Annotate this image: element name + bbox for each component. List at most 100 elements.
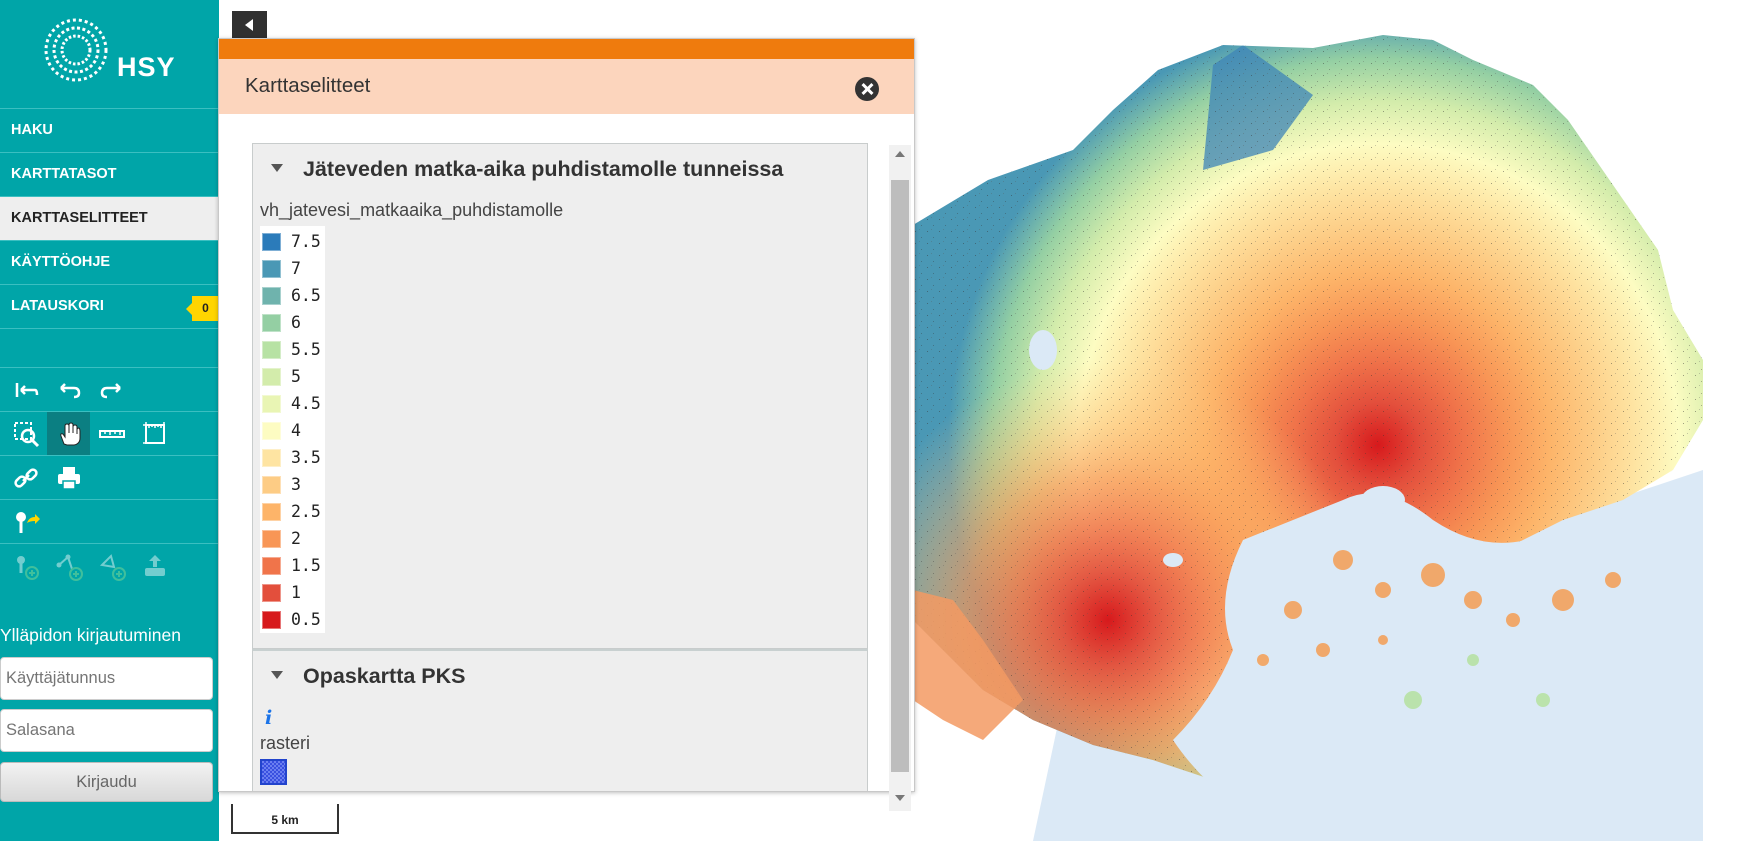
legend-swatch: [262, 475, 281, 494]
legend-section-title: Opaskartta PKS: [303, 663, 466, 688]
collapse-panel-button[interactable]: [232, 11, 267, 39]
legend-swatch: [262, 556, 281, 575]
legend-section-header[interactable]: Jäteveden matka-aika puhdistamolle tunne…: [253, 144, 867, 196]
legend-section: Opaskartta PKS i rasteri: [252, 648, 868, 792]
legend-label: 4.5: [291, 394, 321, 413]
nav-item-karttaselitteet[interactable]: KARTTASELITTEET: [0, 196, 219, 240]
panel-header: Karttaselitteet: [219, 59, 914, 114]
caret-down-icon: [271, 164, 283, 172]
scroll-up-icon[interactable]: [895, 151, 905, 157]
legend-section-title: Jäteveden matka-aika puhdistamolle tunne…: [303, 157, 784, 181]
legend-swatch: [262, 286, 281, 305]
legend-label: 7: [291, 259, 301, 278]
add-point-icon[interactable]: [4, 544, 47, 587]
feedback-toolbar: [0, 499, 219, 543]
raster-swatch: [260, 758, 287, 785]
info-icon[interactable]: i: [265, 706, 273, 729]
legend-label: 5: [291, 367, 301, 386]
panel-scrollbar[interactable]: [889, 145, 911, 811]
reset-view-icon[interactable]: [4, 368, 47, 411]
legend-panel: Karttaselitteet Jäteveden matka-aika puh…: [218, 38, 915, 811]
legend-label: 0.5: [291, 610, 321, 629]
legend-row: 2: [262, 525, 321, 552]
legend-swatch: [262, 367, 281, 386]
hsy-logo[interactable]: HSY: [36, 14, 186, 94]
undo-icon[interactable]: [47, 368, 90, 411]
measure-line-icon[interactable]: [90, 412, 133, 455]
legend-label: 4: [291, 421, 301, 440]
import-layer-icon[interactable]: [133, 544, 176, 587]
legend-row: 1.5: [262, 552, 321, 579]
pan-hand-icon[interactable]: [47, 412, 90, 455]
zoom-box-icon[interactable]: [4, 412, 47, 455]
link-icon[interactable]: [4, 456, 47, 499]
feedback-marker-icon[interactable]: [4, 500, 47, 543]
history-toolbar: [0, 367, 219, 411]
legend-row: 5.5: [262, 336, 321, 363]
legend-items: 7.5 7 6.5 6 5.5 5 4.5 4 3.5 3 2.5 2 1.5 1 0.5: [260, 226, 325, 633]
legend-swatch: [262, 394, 281, 413]
legend-section-header[interactable]: Opaskartta PKS: [253, 651, 867, 703]
legend-list: Jäteveden matka-aika puhdistamolle tunne…: [252, 143, 868, 791]
print-icon[interactable]: [47, 456, 90, 499]
legend-swatch: [262, 610, 281, 629]
map-image: [913, 0, 1762, 841]
legend-row: 1: [262, 579, 321, 606]
legend-row: 7.5: [262, 228, 321, 255]
legend-swatch: [262, 313, 281, 332]
share-toolbar: [0, 455, 219, 499]
panel-title: Karttaselitteet: [245, 74, 371, 97]
scroll-down-icon[interactable]: [895, 795, 905, 801]
redo-icon[interactable]: [90, 368, 133, 411]
map-canvas[interactable]: 5 km: [231, 0, 1762, 841]
hsy-logo-icon: [44, 18, 108, 82]
layer-name: rasteri: [260, 732, 311, 753]
legend-row: 4: [262, 417, 321, 444]
password-field[interactable]: [0, 709, 213, 752]
legend-label: 2.5: [291, 502, 321, 521]
legend-label: 2: [291, 529, 301, 548]
add-line-icon[interactable]: [47, 544, 90, 587]
legend-row: 6: [262, 309, 321, 336]
sidebar: HSY HAKU KARTTATASOT KARTTASELITTEET KÄY…: [0, 0, 219, 841]
legend-row: 7: [262, 255, 321, 282]
nav-item-karttatasot[interactable]: KARTTATASOT: [0, 152, 219, 196]
drawing-toolbar: [0, 543, 219, 587]
layer-name: vh_jatevesi_matkaaika_puhdistamolle: [260, 200, 564, 220]
legend-row: 0.5: [262, 606, 321, 633]
legend-row: 3.5: [262, 444, 321, 471]
nav-item-latauskori[interactable]: LATAUSKORI 0: [0, 284, 219, 328]
add-area-icon[interactable]: [90, 544, 133, 587]
legend-row: 2.5: [262, 498, 321, 525]
brand-name: HSY: [117, 52, 176, 82]
login-button[interactable]: Kirjaudu: [0, 762, 213, 802]
login-title: Ylläpidon kirjautuminen: [0, 625, 181, 645]
legend-swatch: [262, 340, 281, 359]
legend-row: 6.5: [262, 282, 321, 309]
download-count-badge: 0: [186, 296, 219, 321]
legend-swatch: [262, 583, 281, 602]
legend-row: 5: [262, 363, 321, 390]
legend-label: 7.5: [291, 232, 321, 251]
caret-down-icon: [271, 670, 283, 679]
nav-item-haku[interactable]: HAKU: [0, 108, 219, 152]
measure-area-icon[interactable]: [133, 412, 176, 455]
legend-label: 1.5: [291, 556, 321, 575]
legend-label: 3: [291, 475, 301, 494]
legend-swatch: [262, 232, 281, 251]
legend-row: 3: [262, 471, 321, 498]
username-field[interactable]: [0, 657, 213, 700]
close-icon[interactable]: [855, 77, 879, 101]
main-nav: HAKU KARTTATASOT KARTTASELITTEET KÄYTTÖO…: [0, 108, 219, 371]
legend-section: Jäteveden matka-aika puhdistamolle tunne…: [252, 143, 868, 649]
legend-swatch: [262, 259, 281, 278]
legend-section-content: vh_jatevesi_matkaaika_puhdistamolle 7.5 7…: [253, 196, 867, 648]
nav-item-kayttoohje[interactable]: KÄYTTÖOHJE: [0, 240, 219, 284]
nav-divider: [0, 328, 219, 371]
legend-label: 5.5: [291, 340, 321, 359]
nav-item-label: KARTTATASOT: [11, 166, 117, 182]
legend-swatch: [262, 448, 281, 467]
scroll-thumb[interactable]: [891, 180, 909, 772]
legend-section-content: i rasteri: [253, 703, 867, 792]
